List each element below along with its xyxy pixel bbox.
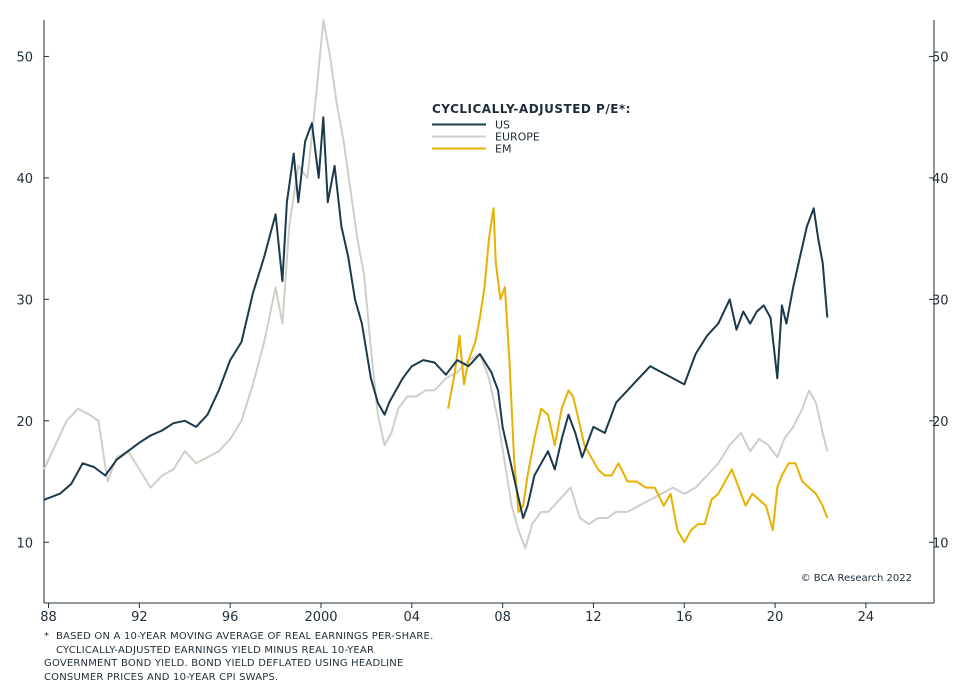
footnote-marker: * (44, 631, 50, 642)
legend-title: CYCLICALLY-ADJUSTED P/E*: (432, 102, 631, 116)
x-tick-label: 12 (585, 610, 602, 625)
y-tick-label-right: 30 (932, 293, 949, 308)
x-tick-label: 04 (404, 610, 421, 625)
series-line-em (447, 207, 829, 544)
footnote: * BASED ON A 10-YEAR MOVING AVERAGE OF R… (44, 630, 564, 684)
y-tick-label-right: 40 (932, 172, 949, 187)
x-tick-label: 24 (858, 610, 875, 625)
x-axis: 88 92 96 2000 04 08 12 16 20 24 (40, 603, 874, 625)
copyright-note: © BCA Research 2022 (801, 573, 912, 584)
y-tick-label-right: 10 (932, 536, 949, 551)
x-tick-label: 88 (40, 610, 57, 625)
x-tick-label: 2000 (304, 610, 337, 625)
y-axis-left: 10 20 30 40 50 (16, 50, 49, 551)
footnote-text-1: BASED ON A 10-YEAR MOVING AVERAGE OF REA… (55, 631, 434, 642)
y-tick-label-right: 50 (932, 50, 949, 65)
footnote-line-3: GOVERNMENT BOND YIELD. BOND YIELD DEFLAT… (44, 658, 404, 669)
x-tick-label: 16 (676, 610, 693, 625)
y-tick-label-left: 30 (16, 293, 33, 308)
y-axis-right: 10 20 30 40 50 (929, 50, 949, 551)
y-tick-label-left: 20 (16, 415, 33, 430)
x-tick-label: 92 (131, 610, 148, 625)
legend: CYCLICALLY-ADJUSTED P/E*: US EUROPE EM (432, 102, 631, 156)
y-tick-label-right: 20 (932, 415, 949, 430)
series-line-us (43, 116, 829, 519)
x-tick-label: 96 (222, 610, 239, 625)
legend-label-europe: EUROPE (495, 131, 540, 144)
legend-label-em: EM (495, 143, 511, 156)
x-tick-label: 08 (494, 610, 511, 625)
y-tick-label-left: 50 (16, 50, 33, 65)
pe-line-chart: 88 92 96 2000 04 08 12 16 20 24 10 20 30 40 50 10 20 30… (16, 19, 949, 625)
x-tick-label: 20 (767, 610, 784, 625)
footnote-line-2: CYCLICALLY-ADJUSTED EARNINGS YIELD MINUS… (56, 644, 375, 656)
footnote-line-4: CONSUMER PRICES AND 10-YEAR CPI SWAPS. (44, 671, 279, 683)
footnote-line-1: * BASED ON A 10-YEAR MOVING AVERAGE OF R… (44, 630, 564, 644)
legend-label-us: US (495, 119, 510, 132)
plot-frame (43, 20, 935, 604)
y-tick-label-left: 10 (16, 536, 33, 551)
series-line-europe (43, 19, 829, 550)
series-layer (43, 19, 829, 550)
y-tick-label-left: 40 (16, 172, 33, 187)
